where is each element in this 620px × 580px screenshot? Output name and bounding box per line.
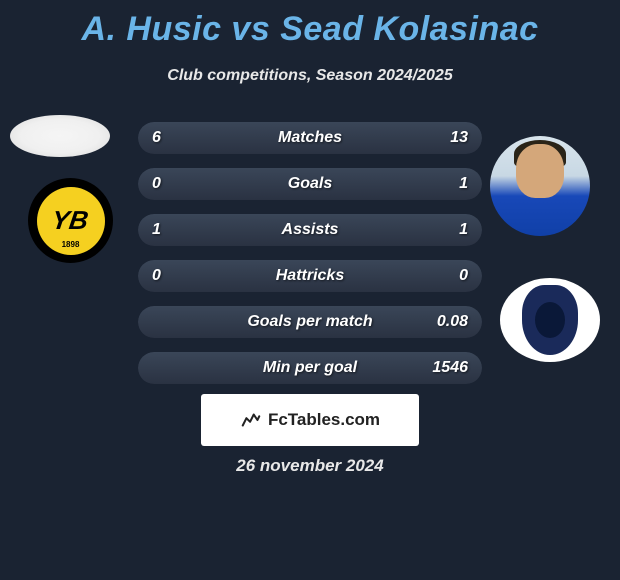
player-left-avatar: [10, 115, 110, 157]
atalanta-face-icon: [535, 302, 565, 338]
stat-right-value: 0: [459, 267, 468, 285]
stat-row-hattricks: 0 Hattricks 0: [138, 260, 482, 292]
stats-container: 6 Matches 13 0 Goals 1 1 Assists 1 0 Hat…: [138, 122, 482, 398]
stat-row-mpg: Min per goal 1546: [138, 352, 482, 384]
stat-label: Goals: [138, 175, 482, 193]
club-abbrev-left: YB: [50, 205, 90, 236]
stat-right-value: 1: [459, 221, 468, 239]
stat-right-value: 0.08: [437, 313, 468, 331]
fctables-logo-icon: [240, 409, 262, 431]
stat-row-gpm: Goals per match 0.08: [138, 306, 482, 338]
subtitle: Club competitions, Season 2024/2025: [0, 67, 620, 85]
club-year-left: 1898: [62, 240, 80, 249]
stat-label: Assists: [138, 221, 482, 239]
club-logo-left: YB 1898: [28, 178, 113, 263]
footer-brand-text: FcTables.com: [268, 410, 380, 430]
stat-right-value: 13: [450, 129, 468, 147]
stat-right-value: 1546: [432, 359, 468, 377]
stat-row-matches: 6 Matches 13: [138, 122, 482, 154]
club-logo-right: [500, 278, 600, 362]
stat-label: Min per goal: [138, 359, 482, 377]
date-text: 26 november 2024: [0, 456, 620, 476]
stat-label: Matches: [138, 129, 482, 147]
young-boys-badge: YB 1898: [37, 187, 105, 255]
stat-right-value: 1: [459, 175, 468, 193]
player-right-avatar: [490, 136, 590, 236]
atalanta-badge: [522, 285, 578, 355]
page-title: A. Husic vs Sead Kolasinac: [0, 0, 620, 49]
stat-label: Goals per match: [138, 313, 482, 331]
stat-label: Hattricks: [138, 267, 482, 285]
footer-brand-box: FcTables.com: [201, 394, 419, 446]
stat-row-goals: 0 Goals 1: [138, 168, 482, 200]
player-head: [516, 144, 564, 198]
stat-row-assists: 1 Assists 1: [138, 214, 482, 246]
